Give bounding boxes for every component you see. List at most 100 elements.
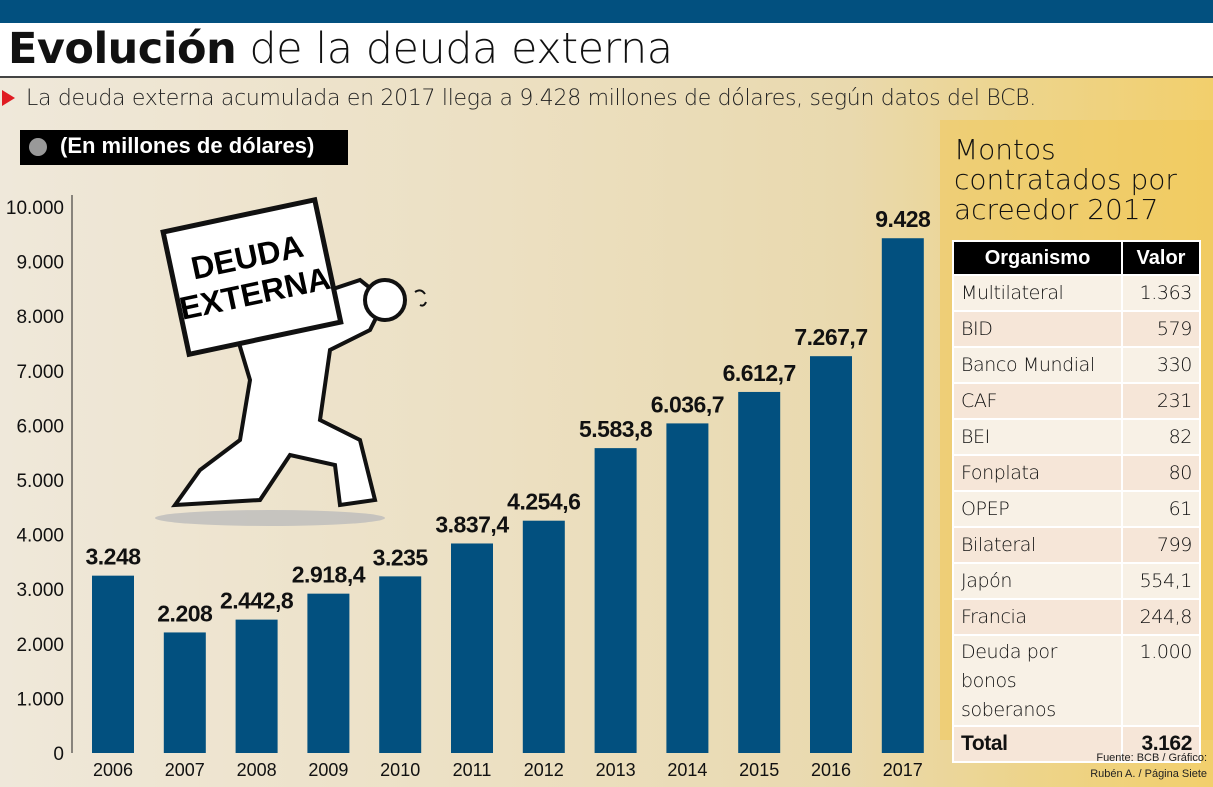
bar-chart: DEUDA EXTERNA 0 1.000 2.000 3.000 4.000 5.000…	[6, 195, 932, 780]
unit-label-box: (En millones de dólares)	[20, 130, 348, 165]
data-label: 4.254,6	[507, 489, 580, 515]
unit-label: (En millones de dólares)	[60, 133, 315, 158]
dot-icon	[29, 138, 47, 156]
bar-2011	[451, 543, 493, 753]
data-label: 9.428	[875, 206, 931, 232]
source-line2: Rubén A. / Página Siete	[1090, 768, 1207, 780]
valor-cell: 330	[1121, 346, 1201, 384]
y-tick-label: 0	[53, 744, 64, 765]
valor-cell: 61	[1121, 490, 1201, 528]
data-label: 3.837,4	[435, 511, 509, 537]
organismo-cell: Francia	[952, 598, 1123, 636]
x-tick-label: 2011	[453, 760, 492, 780]
data-label: 6.612,7	[723, 360, 796, 386]
y-tick-label: 10.000	[6, 198, 64, 219]
organismo-cell: BEI	[952, 418, 1123, 456]
table-row: Multilateral 1.363	[952, 274, 1201, 312]
organismo-cell: CAF	[952, 382, 1123, 420]
table-row: CAF 231	[952, 382, 1201, 420]
bar-2006	[92, 575, 134, 753]
table-row: Japón 554,1	[952, 562, 1201, 600]
table-row: Bilateral 799	[952, 526, 1201, 564]
table-row: Francia 244,8	[952, 598, 1201, 636]
bonos-line2: soberanos	[961, 699, 1056, 721]
data-label: 5.583,8	[579, 416, 653, 442]
y-tick-label: 2.000	[16, 635, 64, 656]
x-tick-label: 2006	[93, 760, 133, 780]
organismo-cell: Fonplata	[952, 454, 1123, 492]
table-row: Banco Mundial 330	[952, 346, 1201, 384]
table-row: Fonplata 80	[952, 454, 1201, 492]
table-row: BID 579	[952, 310, 1201, 348]
y-tick-label: 9.000	[16, 253, 64, 274]
title-bold: Evolución	[8, 24, 237, 74]
x-tick-label: 2012	[524, 760, 564, 780]
organismo-cell: Deuda por bonos soberanos	[952, 634, 1123, 727]
header-valor: Valor	[1121, 240, 1201, 276]
y-tick-label: 6.000	[16, 416, 64, 437]
x-tick-label: 2017	[883, 760, 923, 780]
data-label: 7.267,7	[794, 324, 867, 350]
organismo-cell: Banco Mundial	[952, 346, 1123, 384]
page-title: Evolución de la deuda externa	[8, 24, 673, 74]
title-rest: de la deuda externa	[249, 24, 673, 74]
divider	[0, 76, 1213, 78]
organismo-cell: Multilateral	[952, 274, 1123, 312]
data-label: 6.036,7	[651, 391, 724, 417]
x-tick-label: 2009	[308, 760, 348, 780]
bar-2017	[881, 238, 924, 753]
total-label: Total	[952, 725, 1123, 763]
bar-2008	[235, 619, 278, 753]
source-credit: Fuente: BCB / Gráfico: Rubén A. / Página …	[1090, 750, 1207, 782]
subtitle: La deuda externa acumulada en 2017 llega…	[26, 86, 1036, 111]
bar-2009	[307, 593, 350, 753]
valor-cell: 82	[1121, 418, 1201, 456]
y-tick-label: 5.000	[16, 471, 64, 492]
valor-cell: 80	[1121, 454, 1201, 492]
table-title: Montos contratados por acreedor 2017	[954, 133, 1177, 226]
bar-2010	[379, 576, 422, 753]
table-row-total: Total 3.162	[952, 725, 1201, 763]
y-tick-label: 3.000	[16, 580, 64, 601]
x-tick-label: 2016	[811, 760, 851, 780]
y-tick-label: 8.000	[16, 307, 64, 328]
y-tick-label: 4.000	[16, 526, 64, 547]
organismo-cell: BID	[952, 310, 1123, 348]
bar-2014	[666, 423, 709, 753]
valor-cell: 579	[1121, 310, 1201, 348]
valor-cell: 799	[1121, 526, 1201, 564]
data-label: 3.235	[373, 544, 429, 570]
valor-cell: 1.363	[1121, 274, 1201, 312]
data-label: 2.918,4	[292, 562, 366, 588]
y-tick-label: 7.000	[16, 362, 64, 383]
man-carrying-box-icon: DEUDA EXTERNA	[155, 196, 427, 526]
valor-cell: 231	[1121, 382, 1201, 420]
source-line1: Fuente: BCB / Gráfico:	[1096, 752, 1207, 764]
x-tick-label: 2010	[380, 760, 420, 780]
bar-2016	[810, 356, 852, 753]
organismo-cell: OPEP	[952, 490, 1123, 528]
organismo-cell: Bilateral	[952, 526, 1123, 564]
y-tick-label: 1.000	[16, 689, 64, 710]
data-label: 2.208	[157, 600, 213, 626]
valor-cell: 244,8	[1121, 598, 1201, 636]
creditors-table: Organismo Valor Multilateral 1.363 BID 579 B…	[952, 240, 1201, 763]
x-tick-label: 2007	[165, 760, 205, 780]
data-label: 2.442,8	[220, 588, 294, 614]
organismo-cell: Japón	[952, 562, 1123, 600]
table-row: OPEP 61	[952, 490, 1201, 528]
x-tick-label: 2015	[739, 760, 779, 780]
table-row-bonos: Deuda por bonos soberanos 1.000	[952, 634, 1201, 727]
bar-2015	[738, 391, 781, 753]
x-tick-label: 2013	[596, 760, 636, 780]
header-organismo: Organismo	[952, 240, 1123, 276]
bar-2012	[522, 520, 565, 753]
bar-2007	[163, 632, 206, 753]
x-tick-label: 2008	[237, 760, 277, 780]
bonos-line1: Deuda por bonos	[961, 641, 1058, 692]
total-value: 3.162	[1121, 725, 1201, 763]
valor-cell: 1.000	[1121, 634, 1201, 727]
data-label: 3.248	[85, 544, 141, 570]
table-row: BEI 82	[952, 418, 1201, 456]
x-tick-label: 2014	[667, 760, 707, 780]
